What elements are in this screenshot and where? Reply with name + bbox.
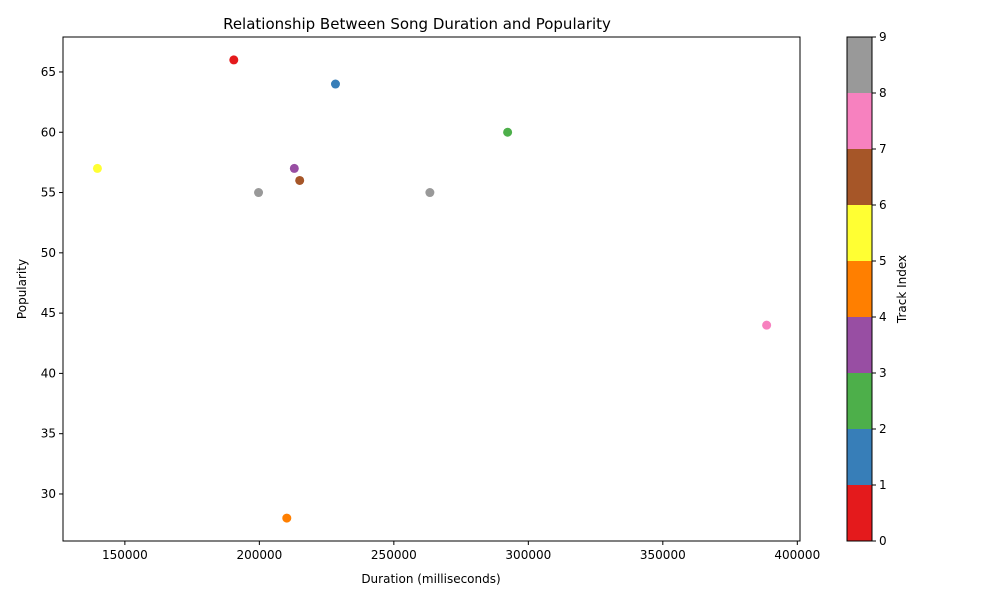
colorbar-tick-label: 2 <box>879 422 887 436</box>
y-tick-label: 45 <box>41 306 56 320</box>
colorbar-tick-label: 5 <box>879 254 887 268</box>
data-point <box>330 79 340 89</box>
x-tick-label: 150000 <box>102 548 148 562</box>
colorbar-segment <box>847 373 872 429</box>
data-points <box>92 55 772 523</box>
colorbar-segment <box>847 261 872 317</box>
colorbar-tick-label: 0 <box>879 534 887 548</box>
colorbar-tick-label: 1 <box>879 478 887 492</box>
data-point <box>762 320 772 330</box>
y-tick-label: 40 <box>41 366 56 380</box>
colorbar-tick-label: 9 <box>879 30 887 44</box>
y-axis: 30 35 40 45 50 55 60 65 <box>41 65 63 501</box>
data-point <box>92 163 102 173</box>
x-axis: 150000 200000 250000 300000 350000 400000 <box>102 541 820 562</box>
colorbar-tick-label: 6 <box>879 198 887 212</box>
colorbar-segment <box>847 149 872 205</box>
y-tick-label: 55 <box>41 186 56 200</box>
colorbar-segment <box>847 93 872 149</box>
y-tick-label: 35 <box>41 427 56 441</box>
data-point <box>229 55 239 65</box>
data-point <box>282 513 292 523</box>
x-tick-label: 200000 <box>236 548 282 562</box>
x-axis-label: Duration (milliseconds) <box>361 572 500 586</box>
plot-frame <box>62 36 801 542</box>
colorbar-tick-label: 4 <box>879 310 887 324</box>
y-axis-label: Popularity <box>15 259 29 319</box>
colorbar-label: Track Index <box>895 255 909 324</box>
data-point <box>503 127 513 137</box>
colorbar-segment <box>847 37 872 93</box>
colorbar-tick-label: 3 <box>879 366 887 380</box>
chart-title: Relationship Between Song Duration and P… <box>223 15 611 33</box>
data-point <box>289 163 299 173</box>
data-point <box>254 188 264 198</box>
data-point <box>425 188 435 198</box>
y-tick-label: 60 <box>41 125 56 139</box>
x-tick-label: 350000 <box>640 548 686 562</box>
x-tick-label: 300000 <box>505 548 551 562</box>
y-tick-label: 65 <box>41 65 56 79</box>
colorbar-segment <box>847 429 872 485</box>
colorbar-tick-label: 8 <box>879 86 887 100</box>
x-tick-label: 250000 <box>371 548 417 562</box>
colorbar-segment <box>847 317 872 373</box>
colorbar-frame <box>846 36 873 542</box>
colorbar-segment <box>847 205 872 261</box>
y-tick-label: 50 <box>41 246 56 260</box>
colorbar-segment <box>847 485 872 541</box>
y-tick-label: 30 <box>41 487 56 501</box>
data-point <box>295 175 305 185</box>
x-tick-label: 400000 <box>774 548 820 562</box>
colorbar: 0 1 2 3 4 5 6 7 8 9 <box>846 30 887 548</box>
colorbar-tick-label: 7 <box>879 142 887 156</box>
